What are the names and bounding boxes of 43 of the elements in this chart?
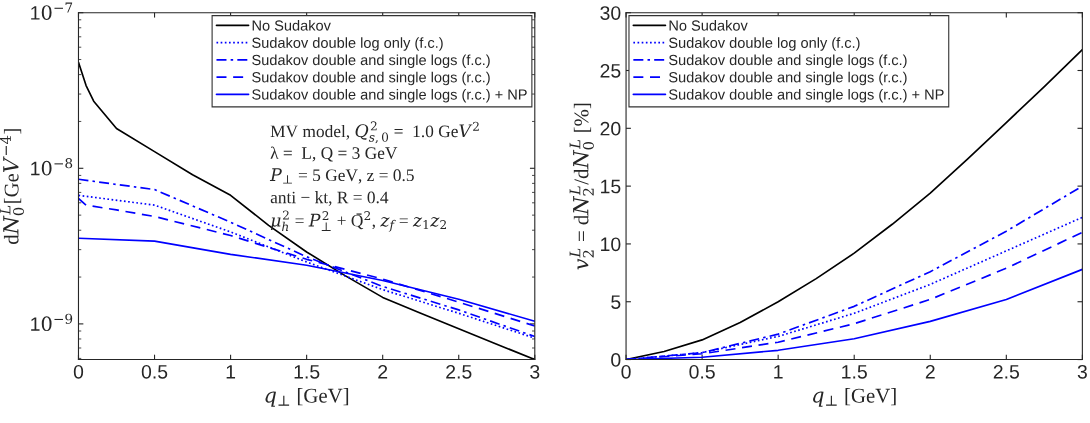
legend-label: No Sudakov [669, 19, 748, 31]
x-tick-label: 0.5 [141, 364, 168, 379]
y-tick-label: 10$^{−7}$ [31, 2, 73, 20]
legend-label: Sudakov double and single logs (r.c.) [252, 71, 490, 86]
x-tick-label: 1.5 [842, 365, 867, 379]
annotation: λ = L, Q = 3 GeV [270, 146, 398, 162]
x-tick-label: 3 [1077, 364, 1087, 379]
y-tick-label: 25 [600, 63, 621, 78]
x-tick-label: 1 [226, 365, 236, 379]
y-tick-label: 30 [600, 6, 621, 20]
x-tick-label: 2.5 [446, 364, 472, 379]
y-tick-label: 15 [601, 179, 621, 194]
x-tick-label: 2 [378, 364, 388, 379]
legend-label: Sudakov double and single logs (f.c.) [669, 54, 907, 69]
legend-label: Sudakov double log only (f.c.) [669, 37, 860, 51]
y-tick-label: 10$^{−9}$ [31, 313, 73, 332]
x-tick-label: 1.5 [294, 365, 320, 379]
annotation: P$_{⊥}$ = 5 GeV, z = 0.5 [269, 168, 414, 184]
y-tick-label: 5 [611, 295, 621, 309]
annotation: MV model, Q$^{2}$$_{s,0}$ = 1.0 GeV$^{2}$ [270, 121, 479, 144]
y-axis-title: dN$^{L}$$_{0}$[GeV$^{−4}$] [0, 129, 25, 245]
text: v$^{L}$$_{2}$ = dN$^{L}$$_{2}$/dN$^{L}$$_{0}$ [%] [569, 103, 594, 270]
x-axis-title: q$_{⊥}$ [GeV] [265, 388, 349, 407]
legend-label: No Sudakov [252, 19, 331, 31]
legend-label: Sudakov double and single logs (r.c.) + NP [252, 88, 527, 103]
y-tick-label: 20 [600, 121, 621, 136]
x-tick-label: 0.5 [689, 364, 715, 379]
annotation: anti − kt, R = 0.4 [270, 191, 389, 206]
x-axis-title: q$_{⊥}$ [GeV] [813, 388, 896, 407]
y-tick-label: 0 [611, 353, 621, 367]
legend-label: Sudakov double and single logs (f.c.) [252, 54, 490, 69]
x-tick-label: 0 [73, 364, 84, 379]
x-tick-label: 3 [530, 364, 540, 379]
legend-label: Sudakov double and single logs (r.c.) [669, 71, 907, 86]
legend-label: Sudakov double and single logs (r.c.) + NP [669, 88, 944, 103]
y-tick-label: 10$^{−8}$ [31, 158, 73, 176]
x-tick-label: 2 [925, 364, 935, 379]
x-tick-label: 1 [774, 365, 783, 379]
legend-label: Sudakov double log only (f.c.) [252, 37, 443, 51]
y-tick-label: 10 [601, 237, 621, 252]
text: μ$^{2}$$_{h}$ = P$^{2}$$_{⊥}$ + Q̄$^{2}$, z$_{f}$ = z$_{1}$z$_{2}$ [270, 210, 446, 232]
x-tick-label: 0 [621, 364, 631, 379]
x-tick-label: 2.5 [993, 364, 1020, 379]
